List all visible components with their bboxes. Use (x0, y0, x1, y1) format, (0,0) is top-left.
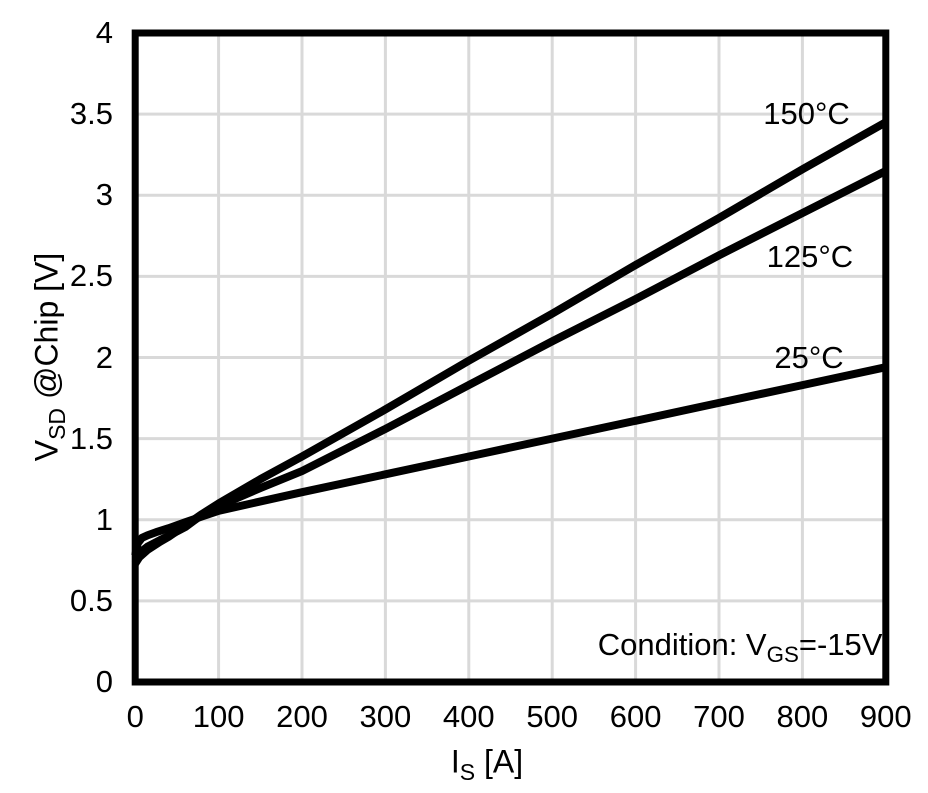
x-tick-label: 200 (276, 699, 328, 734)
curve-150c (131, 118, 888, 566)
y-tick-label: 0.5 (69, 582, 113, 618)
x-tick-label: 800 (776, 699, 829, 734)
x-tick-label: 900 (859, 699, 912, 734)
y-tick-label: 3 (95, 177, 113, 213)
y-tick-label: 0 (95, 664, 113, 699)
label-text: V (28, 439, 65, 462)
subscript-text: SD (43, 407, 70, 440)
label-text: [A] (475, 743, 524, 780)
series-label-25c: 25°C (774, 339, 844, 375)
y-tick-label: 2 (95, 339, 113, 375)
label-text: @Chip [V] (28, 252, 65, 408)
x-tick-label: 600 (609, 699, 662, 734)
label-text: =-15V (798, 626, 883, 662)
subscript-text: S (459, 758, 476, 785)
label-text: Condition: V (597, 626, 767, 662)
x-tick-label: 0 (126, 699, 144, 734)
condition-annotation: Condition: VGS=-15V (597, 626, 883, 666)
y-tick-label: 1.5 (69, 420, 113, 456)
y-tick-label: 2.5 (69, 258, 113, 294)
curve-25c (131, 363, 887, 557)
x-axis-title: IS [A] (450, 743, 524, 784)
y-tick-label: 4 (95, 15, 113, 50)
y-tick-label: 3.5 (69, 96, 113, 132)
y-tick-label: 1 (95, 501, 113, 537)
x-tick-label: 300 (359, 699, 412, 734)
series-label-150c: 150°C (763, 96, 850, 132)
plot-border (131, 29, 890, 686)
x-tick-label: 500 (526, 699, 579, 734)
subscript-text: GS (766, 641, 799, 667)
y-axis-title: VSD @Chip [V] (28, 252, 70, 462)
x-tick-label: 700 (693, 699, 745, 734)
label-text: I (450, 743, 460, 780)
x-tick-label: 100 (192, 699, 245, 734)
x-tick-label: 400 (442, 699, 495, 734)
series-label-125c: 125°C (766, 238, 854, 274)
